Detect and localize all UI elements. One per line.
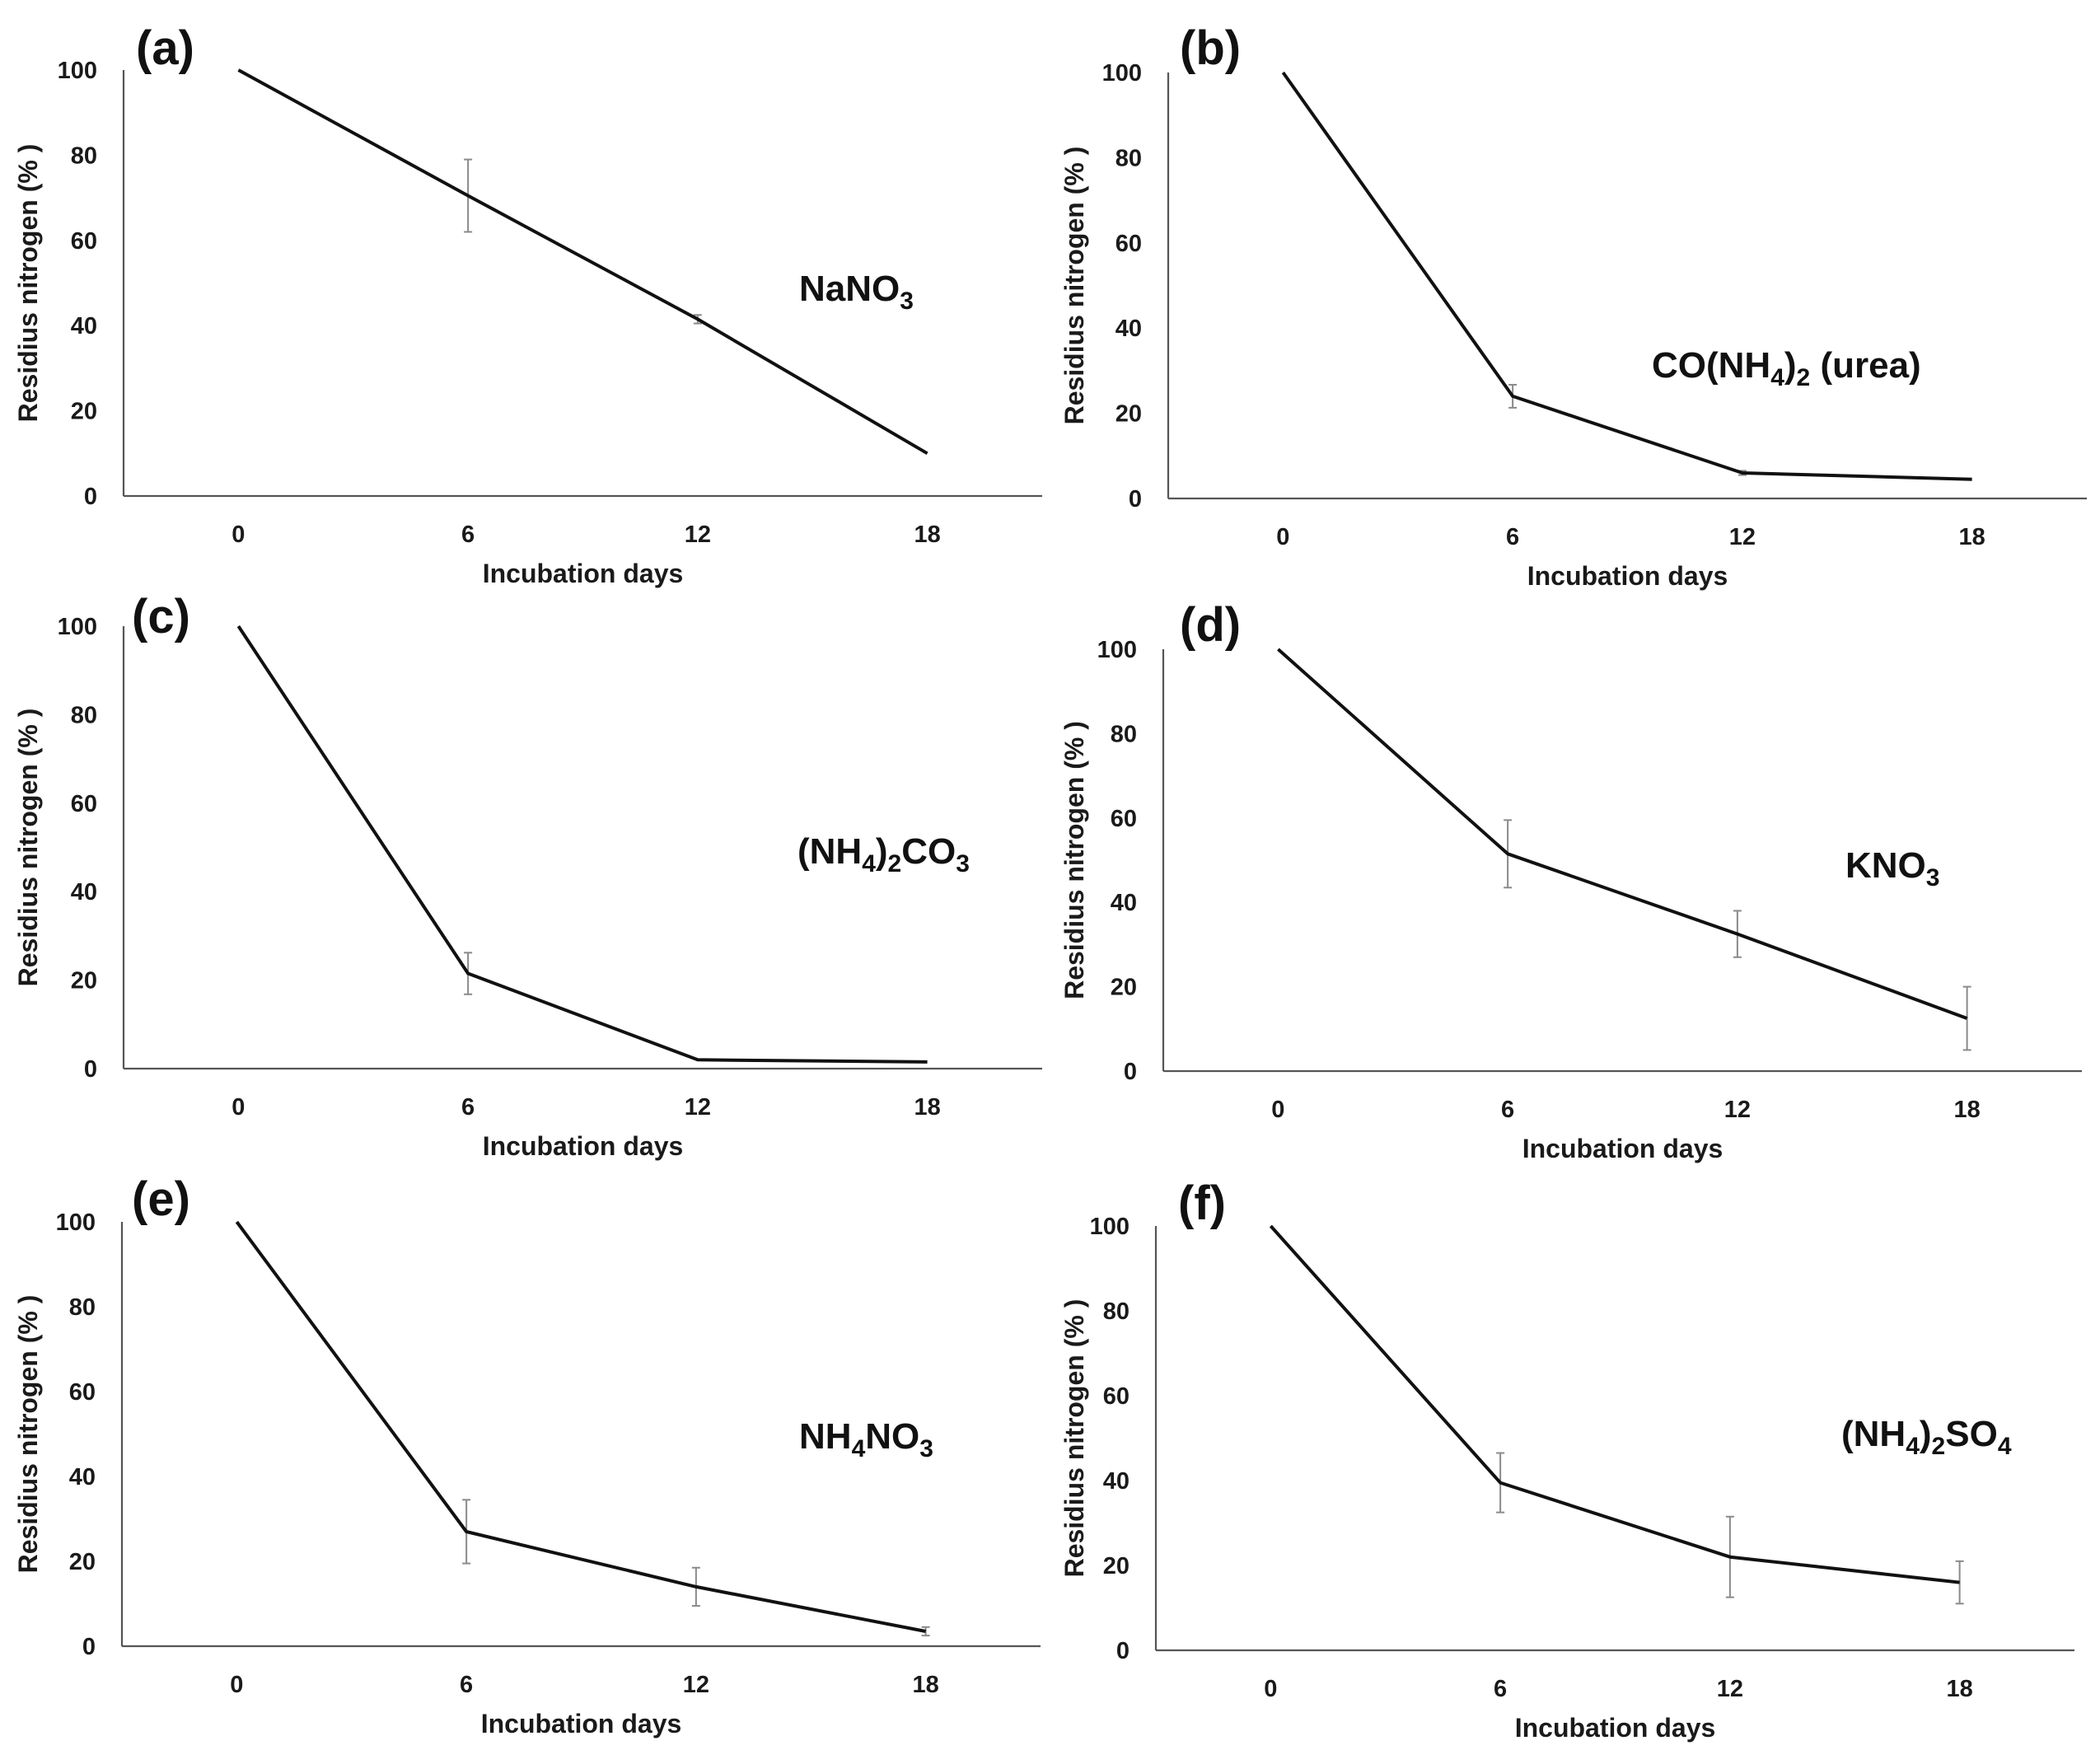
- panel-b-y-tick-label: 40: [1115, 316, 1142, 342]
- panel-e-x-tick-label: 12: [683, 1672, 709, 1698]
- panel-b-series-line: [1281, 71, 1972, 481]
- panel-e-x-tick-label: 0: [230, 1672, 243, 1698]
- panel-e-y-tick-label: 0: [82, 1634, 96, 1660]
- panel-e-x-tick-label: 18: [912, 1672, 938, 1698]
- panel-a-y-tick-label: 100: [58, 58, 97, 84]
- panel-a-y-tick-label: 0: [84, 484, 97, 510]
- panel-c-y-tick-label: 100: [58, 614, 97, 640]
- panel-e-y-tick-label: 20: [69, 1549, 96, 1575]
- panel-d-compound-label: KNO3: [1845, 845, 1939, 891]
- panel-c-x-tick-label: 18: [914, 1094, 940, 1121]
- panel-c-y-tick-label: 80: [71, 702, 97, 728]
- panel-a-compound-label: NaNO3: [799, 269, 914, 315]
- panel-a-y-tick-label: 80: [71, 143, 97, 169]
- panel-f-y-axis-title: Residius nitrogen (% ): [1059, 1299, 1089, 1578]
- panel-b-x-axis-title: Incubation days: [1527, 561, 1728, 591]
- panel-c-y-tick-label: 20: [71, 968, 97, 994]
- panel-e-compound-label: NH4NO3: [799, 1416, 933, 1462]
- panel-d-y-tick-label: 20: [1111, 975, 1137, 1001]
- panel-d-label: (d): [1180, 598, 1241, 652]
- panel-d-y-tick-label: 60: [1111, 806, 1137, 832]
- panel-b-x-tick-label: 12: [1729, 524, 1756, 550]
- panel-b-label: (b): [1180, 21, 1241, 75]
- panel-e-y-tick-label: 60: [69, 1379, 96, 1406]
- panel-a-y-axis-title: Residius nitrogen (% ): [13, 144, 43, 423]
- panel-f-x-tick-label: 6: [1494, 1676, 1507, 1702]
- panel-d-y-tick-label: 100: [1097, 637, 1137, 663]
- panel-a-y-tick-label: 20: [71, 399, 97, 425]
- panel-f-y-tick-label: 100: [1090, 1214, 1130, 1240]
- panel-c-x-tick-label: 12: [685, 1094, 711, 1121]
- panel-c-x-tick-label: 6: [461, 1094, 475, 1121]
- panel-f-x-tick-label: 18: [1946, 1676, 1972, 1702]
- panel-b-compound-label: CO(NH4)2 (urea): [1652, 345, 1921, 391]
- panel-c-x-axis-title: Incubation days: [483, 1131, 684, 1161]
- panel-b-y-tick-label: 20: [1115, 401, 1142, 428]
- panel-d-series-line: [1277, 648, 1968, 1020]
- panel-d-x-tick-label: 18: [1953, 1097, 1980, 1123]
- panel-d-x-tick-label: 6: [1501, 1097, 1514, 1123]
- panel-f-x-tick-label: 12: [1717, 1676, 1743, 1702]
- panel-c-y-axis-title: Residius nitrogen (% ): [13, 709, 43, 987]
- panel-a-x-tick-label: 12: [685, 522, 711, 548]
- panel-f-x-axis-title: Incubation days: [1515, 1713, 1716, 1743]
- panel-e-y-tick-label: 80: [69, 1294, 96, 1321]
- panel-a-x-tick-label: 18: [914, 522, 940, 548]
- panel-b-y-tick-label: 60: [1115, 231, 1142, 257]
- panel-e-y-axis-title: Residius nitrogen (% ): [13, 1295, 43, 1574]
- panel-e-x-tick-label: 6: [460, 1672, 473, 1698]
- panel-a-label: (a): [136, 21, 194, 75]
- panel-f-label: (f): [1178, 1177, 1226, 1230]
- panel-b-x-tick-label: 6: [1506, 524, 1519, 550]
- panel-e-series-line: [235, 1220, 926, 1633]
- panel-f-y-tick-label: 20: [1103, 1553, 1130, 1579]
- panel-d-y-tick-label: 80: [1111, 721, 1137, 747]
- panel-e-label: (e): [132, 1172, 190, 1226]
- panel-c-x-tick-label: 0: [232, 1094, 245, 1121]
- panel-f-x-tick-label: 0: [1264, 1676, 1277, 1702]
- panel-c-y-tick-label: 40: [71, 879, 97, 905]
- panel-f-compound-label: (NH4)2SO4: [1841, 1414, 2012, 1460]
- panel-e-y-tick-label: 100: [56, 1210, 96, 1236]
- panel-f-y-tick-label: 40: [1103, 1468, 1130, 1495]
- panel-b-y-axis-title: Residius nitrogen (% ): [1059, 147, 1089, 425]
- panel-f-y-tick-label: 80: [1103, 1298, 1130, 1325]
- panel-f-y-tick-label: 0: [1116, 1638, 1130, 1664]
- panel-d-x-tick-label: 0: [1271, 1097, 1284, 1123]
- panel-c-compound-label: (NH4)2CO3: [797, 831, 970, 877]
- panel-c-y-tick-label: 0: [84, 1056, 97, 1083]
- panel-d-x-tick-label: 12: [1724, 1097, 1751, 1123]
- panel-b-x-tick-label: 18: [1958, 524, 1985, 550]
- panel-d-x-axis-title: Incubation days: [1522, 1134, 1723, 1163]
- panel-e-y-tick-label: 40: [69, 1464, 96, 1490]
- panel-a-y-tick-label: 40: [71, 313, 97, 339]
- panel-b-y-tick-label: 80: [1115, 145, 1142, 171]
- panel-b-y-tick-label: 0: [1129, 486, 1142, 512]
- panel-b-y-tick-label: 100: [1102, 60, 1142, 87]
- panel-f-series-line: [1269, 1224, 1960, 1584]
- panel-a-x-tick-label: 0: [232, 522, 245, 548]
- panel-d-y-axis-title: Residius nitrogen (% ): [1059, 721, 1089, 999]
- panel-d-y-tick-label: 0: [1124, 1059, 1137, 1085]
- panel-a-x-tick-label: 6: [461, 522, 475, 548]
- panel-d-y-tick-label: 40: [1111, 890, 1137, 916]
- panel-c-series-line: [236, 625, 928, 1064]
- panel-b-x-tick-label: 0: [1276, 524, 1289, 550]
- panel-a-series-line: [237, 68, 928, 456]
- panel-a-y-tick-label: 60: [71, 228, 97, 255]
- panel-c-label: (c): [132, 590, 190, 643]
- panel-f-y-tick-label: 60: [1103, 1383, 1130, 1410]
- panel-e-x-axis-title: Incubation days: [481, 1709, 682, 1738]
- panel-a-x-axis-title: Incubation days: [483, 559, 684, 588]
- panel-c-y-tick-label: 60: [71, 791, 97, 817]
